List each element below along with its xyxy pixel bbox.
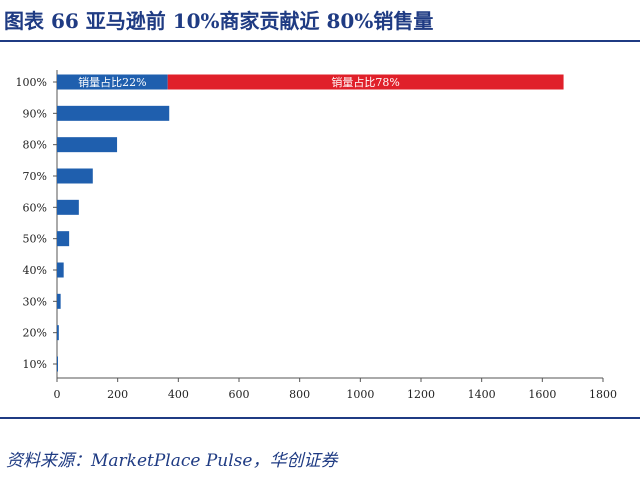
y-tick-label: 30% [23,295,47,308]
bar [57,356,58,372]
bar-segment-label: 销量占比78% [331,75,399,89]
y-tick-label: 80% [23,139,47,152]
x-tick-label: 1800 [589,388,617,401]
bar [57,199,79,215]
bar [57,168,93,184]
x-tick-label: 200 [107,388,128,401]
bar-segment [167,74,564,90]
bar [57,137,118,153]
x-tick-label: 400 [168,388,189,401]
y-tick-label: 20% [23,327,47,340]
y-tick-label: 70% [23,170,47,183]
bar-segment [57,74,168,90]
y-tick-label: 40% [23,264,47,277]
bar [57,231,70,247]
x-tick-label: 1600 [528,388,556,401]
x-tick-label: 0 [54,388,61,401]
x-tick-label: 1000 [346,388,374,401]
footer-rule [0,417,640,419]
source-note: 资料来源：MarketPlace Pulse，华创证券 [6,451,338,471]
x-tick-label: 1400 [468,388,496,401]
y-tick-label: 60% [23,201,47,214]
y-tick-label: 90% [23,107,47,120]
y-tick-label: 10% [23,358,47,371]
x-tick-label: 1200 [407,388,435,401]
bar [57,293,61,309]
bar-segment-label: 销量占比22% [78,75,146,89]
figure-title: 图表 66 亚马逊前 10%商家贡献近 80%销售量 [4,9,434,33]
x-tick-label: 600 [229,388,250,401]
bar-chart: 0 200 400 600 800 1000 1200 1400 1600 1800 10% 20% 3… [16,70,617,401]
y-tick-label: 100% [16,76,47,89]
y-tick-label: 50% [23,233,47,246]
title-rule [0,40,640,42]
bar [57,262,64,278]
x-tick-label: 800 [289,388,310,401]
bar [57,325,59,341]
bar [57,105,170,121]
